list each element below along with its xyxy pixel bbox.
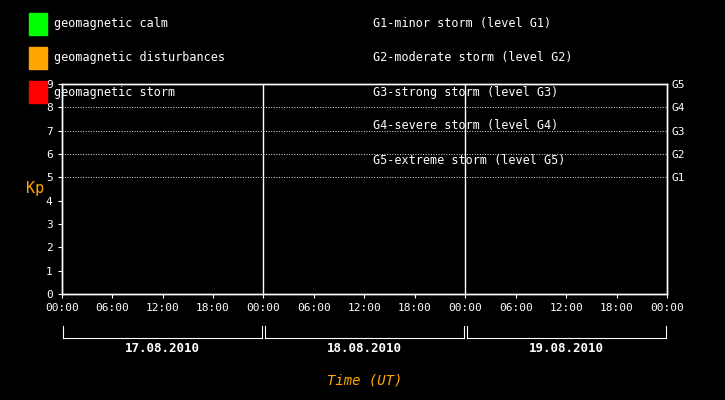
Text: geomagnetic storm: geomagnetic storm <box>54 86 175 98</box>
Text: G4-severe storm (level G4): G4-severe storm (level G4) <box>373 120 559 132</box>
Text: geomagnetic calm: geomagnetic calm <box>54 18 168 30</box>
Text: 18.08.2010: 18.08.2010 <box>327 342 402 354</box>
Text: 19.08.2010: 19.08.2010 <box>529 342 604 354</box>
Text: 17.08.2010: 17.08.2010 <box>125 342 200 354</box>
Text: G2-moderate storm (level G2): G2-moderate storm (level G2) <box>373 52 573 64</box>
Text: geomagnetic disturbances: geomagnetic disturbances <box>54 52 225 64</box>
Y-axis label: Kp: Kp <box>25 182 44 196</box>
Text: G1-minor storm (level G1): G1-minor storm (level G1) <box>373 18 552 30</box>
Text: G5-extreme storm (level G5): G5-extreme storm (level G5) <box>373 154 566 166</box>
Text: Time (UT): Time (UT) <box>327 374 402 388</box>
Text: G3-strong storm (level G3): G3-strong storm (level G3) <box>373 86 559 98</box>
